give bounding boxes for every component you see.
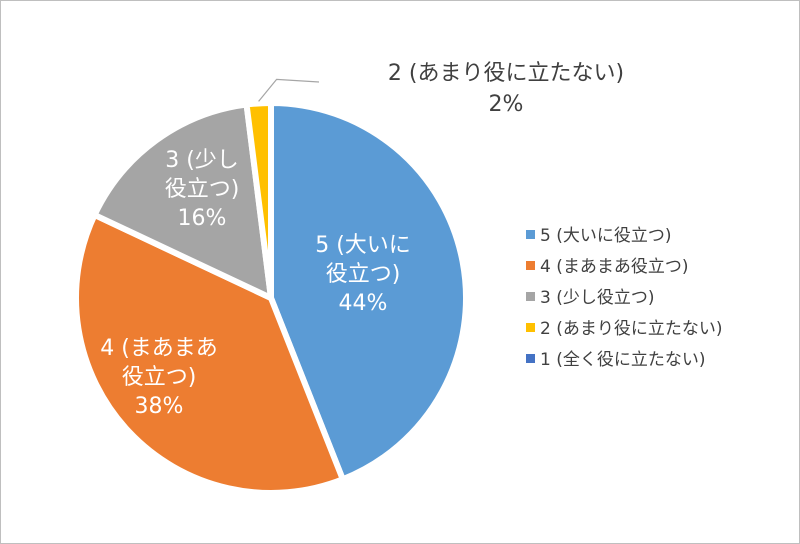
slice-label-3-line-3: 16% <box>178 206 227 231</box>
slice-labels: 5 (大いに役立つ)44%4 (まあまあ役立つ)38%3 (少し役立つ)16%2… <box>100 61 624 419</box>
slice-label-2-line-2: 役立つ) <box>122 365 197 390</box>
legend-swatch-1 <box>526 230 535 239</box>
legend-swatch-5 <box>526 354 535 363</box>
slice-label-4-line-2: 2% <box>489 92 524 117</box>
pie-slices <box>73 100 469 496</box>
pie-slice-2 <box>73 211 346 496</box>
pie-slice-4 <box>243 100 274 301</box>
legend-swatch-4 <box>526 323 535 332</box>
slice-label-2-line-1: 4 (まあまあ <box>100 336 218 361</box>
slice-label-1-line-2: 役立つ) <box>326 262 401 287</box>
leader-lines <box>258 78 320 102</box>
legend-label-1: 5 (大いに役立つ) <box>540 226 671 246</box>
pie-slice-3 <box>91 101 274 301</box>
legend-label-3: 3 (少し役立つ) <box>540 288 654 308</box>
legend-label-2: 4 (まあまあ役立つ) <box>540 257 688 277</box>
slice-label-3-line-1: 3 (少し <box>165 148 239 173</box>
pie-slice-1 <box>268 100 469 483</box>
legend-swatch-2 <box>526 261 535 270</box>
slice-label-3-line-2: 役立つ) <box>165 177 240 202</box>
slice-label-1-line-3: 44% <box>339 291 388 316</box>
legend-label-4: 2 (あまり役に立たない) <box>540 319 722 339</box>
legend-swatch-3 <box>526 292 535 301</box>
slice-label-4-line-1: 2 (あまり役に立たない) <box>388 61 624 86</box>
leader-line-slice-4 <box>258 78 320 102</box>
slice-label-1-line-1: 5 (大いに <box>315 233 411 258</box>
legend-label-5: 1 (全く役に立たない) <box>540 350 705 370</box>
slice-label-2-line-3: 38% <box>135 394 184 419</box>
legend: 5 (大いに役立つ) 4 (まあまあ役立つ) 3 (少し役立つ) 2 (あまり役に立た… <box>526 226 722 370</box>
